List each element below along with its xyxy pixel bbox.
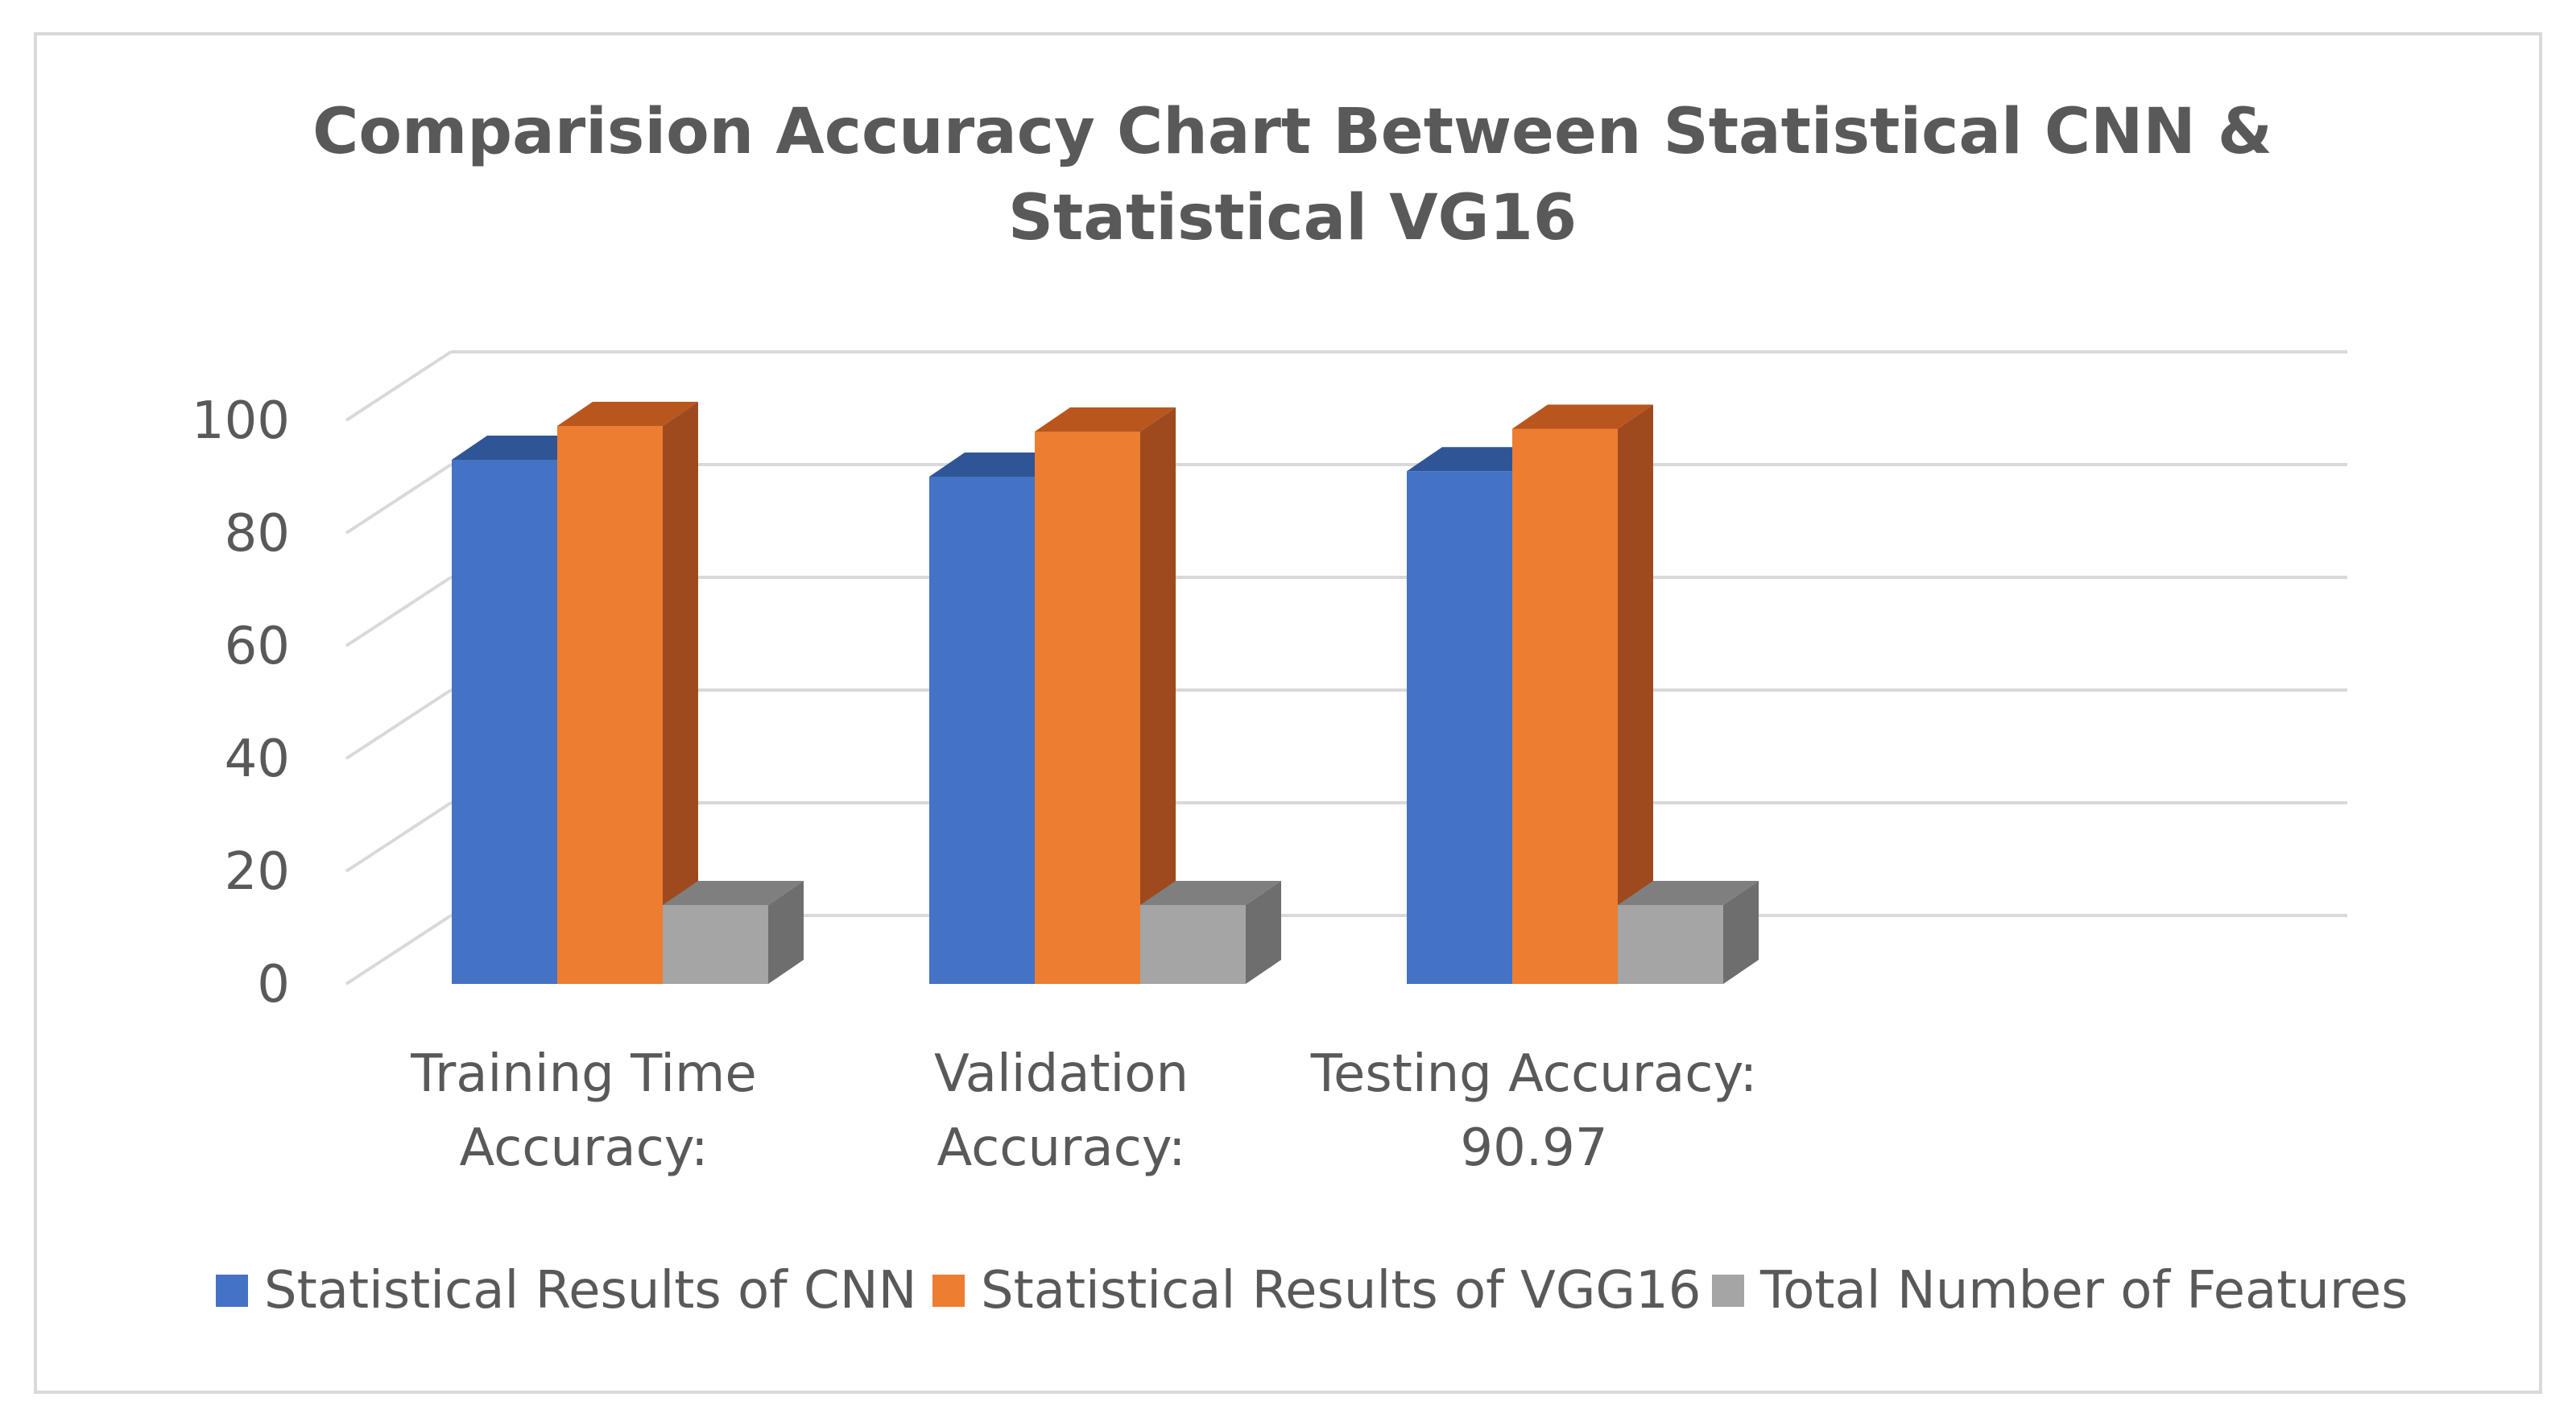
chart-title-line-1: Comparision Accuracy Chart Between Stati… [312, 96, 2272, 168]
bar-s0-c2 [1407, 471, 1512, 984]
bar-s2-c1 [1140, 905, 1246, 984]
y-tick-label-5: 100 [192, 391, 290, 451]
bars [452, 402, 1759, 984]
legend-swatch-0 [216, 1275, 248, 1307]
bar-side-s1-c0 [663, 402, 698, 984]
grid-diagonal-0 [345, 914, 453, 986]
category-label-2-line-1: 90.97 [1460, 1118, 1607, 1178]
y-tick-label-0: 0 [257, 955, 290, 1015]
bar-s0-c1 [929, 477, 1035, 984]
legend-label-0: Statistical Results of CNN [264, 1261, 916, 1321]
bar-top-s1-c0 [557, 402, 698, 426]
bar-s1-c1 [1035, 432, 1140, 984]
grid-diagonal-4 [345, 463, 453, 535]
bar-side-s2-c1 [1246, 881, 1281, 984]
y-tick-label-2: 40 [225, 730, 290, 789]
legend-swatch-1 [932, 1275, 965, 1307]
category-label-1-line-1: Accuracy: [937, 1118, 1185, 1178]
y-axis-ticks: 0 20 40 60 80 100 [192, 391, 290, 1015]
legend: Statistical Results of CNN Statistical Re… [216, 1261, 2408, 1321]
y-tick-label-3: 60 [225, 617, 290, 676]
bar-s0-c0 [452, 460, 557, 984]
legend-swatch-2 [1712, 1275, 1744, 1307]
category-label-0-line-1: Accuracy: [459, 1118, 708, 1178]
category-label-2-line-0: Testing Accuracy: [1310, 1044, 1757, 1104]
bar-side-s2-c2 [1723, 881, 1759, 984]
bar-s2-c2 [1618, 905, 1723, 984]
bar-top-s1-c1 [1035, 407, 1176, 432]
bar-side-s2-c0 [768, 881, 804, 984]
bar-s1-c2 [1512, 428, 1618, 984]
bar-top-s2-c0 [663, 881, 804, 905]
grid-diagonal-3 [345, 576, 453, 647]
grid-diagonal-2 [345, 688, 453, 760]
bar-s1-c0 [557, 426, 663, 984]
grid-diagonal-1 [345, 801, 453, 873]
legend-label-2: Total Number of Features [1759, 1261, 2408, 1321]
bar-side-s1-c2 [1618, 404, 1653, 984]
category-label-0-line-0: Training Time [410, 1044, 757, 1104]
bar-top-s2-c1 [1140, 881, 1281, 905]
bar-side-s1-c1 [1140, 407, 1176, 984]
bar-top-s1-c2 [1512, 404, 1653, 429]
x-axis-categories: Training Time Accuracy: Validation Accuracy… [410, 1044, 1757, 1178]
y-tick-label-1: 20 [225, 842, 290, 902]
chart-title-line-2: Statistical VG16 [1008, 182, 1577, 254]
bar-s2-c0 [663, 905, 768, 984]
grid-diagonal-5 [345, 350, 453, 422]
legend-label-1: Statistical Results of VGG16 [981, 1261, 1701, 1321]
y-tick-label-4: 80 [225, 504, 290, 564]
bar-top-s2-c2 [1618, 881, 1759, 905]
category-label-1-line-0: Validation [934, 1044, 1189, 1104]
